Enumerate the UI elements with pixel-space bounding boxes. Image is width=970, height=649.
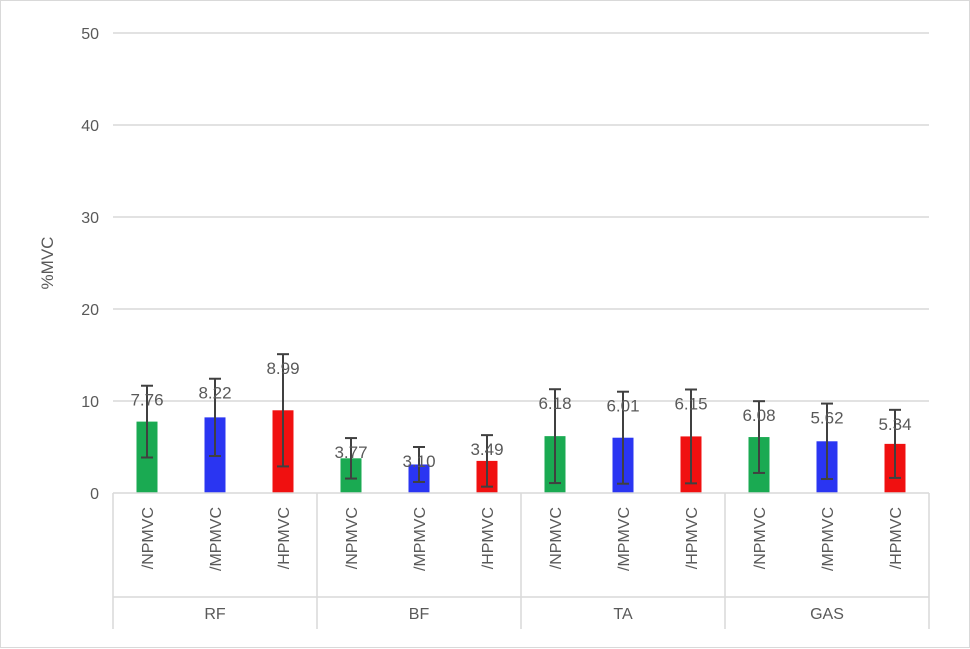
data-label-TA-NPMVC: 6.18 [538, 394, 571, 413]
category-label-GAS-NPMVC: /NPMVC [752, 507, 769, 569]
error-bar-RF-NPMVC [141, 384, 153, 459]
category-label-BF-NPMVC: /NPMVC [344, 507, 361, 569]
error-bar-GAS-NPMVC [753, 400, 765, 474]
data-label-TA-MPMVC: 6.01 [606, 397, 639, 416]
data-label-RF-NPMVC: 7.76 [130, 391, 163, 410]
category-label-GAS-HPMVC: /HPMVC [888, 507, 905, 569]
x-axis: /NPMVC/MPMVC/HPMVC RF/NPMVC/MPMVC/HPMVC BF… [112, 492, 930, 629]
y-tick-label-20: 20 [81, 302, 99, 319]
y-tick-label-10: 10 [81, 394, 99, 411]
data-labels: 7.76 8.22 8.99 3.77 3.10 3.49 6.18 6.01 6.15 6.08… [130, 359, 911, 471]
data-label-GAS-NPMVC: 6.08 [742, 406, 775, 425]
error-bar-BF-MPMVC [413, 446, 425, 483]
data-label-BF-NPMVC: 3.77 [334, 443, 367, 462]
data-label-TA-HPMVC: 6.15 [674, 395, 707, 414]
category-label-TA-HPMVC: /HPMVC [684, 507, 701, 569]
category-label-RF-HPMVC: /HPMVC [276, 507, 293, 569]
data-label-GAS-MPMVC: 5.62 [810, 409, 843, 428]
category-label-RF-NPMVC: /NPMVC [140, 507, 157, 569]
bars [136, 410, 906, 493]
data-label-BF-MPMVC: 3.10 [402, 452, 435, 471]
category-label-RF-MPMVC: /MPMVC [208, 507, 225, 571]
error-bar-GAS-HPMVC [889, 408, 901, 479]
group-label-GAS: GAS [810, 606, 844, 623]
error-bar-GAS-MPMVC [821, 402, 833, 481]
data-label-RF-HPMVC: 8.99 [266, 359, 299, 378]
y-axis-label: %MVC [38, 237, 57, 290]
error-bar-RF-MPMVC [209, 377, 221, 458]
error-bars [141, 353, 901, 488]
y-tick-label-40: 40 [81, 118, 99, 135]
group-label-RF: RF [204, 606, 226, 623]
y-tick-label-50: 50 [81, 26, 99, 43]
data-label-RF-MPMVC: 8.22 [198, 384, 231, 403]
error-bar-TA-MPMVC [617, 390, 629, 485]
category-label-BF-MPMVC: /MPMVC [412, 507, 429, 571]
category-label-BF-HPMVC: /HPMVC [480, 507, 497, 569]
y-tick-label-0: 0 [90, 486, 99, 503]
y-tick-label-30: 30 [81, 210, 99, 227]
group-label-TA: TA [613, 606, 633, 623]
error-bar-RF-HPMVC [277, 353, 289, 468]
error-bar-BF-NPMVC [345, 437, 357, 480]
error-bar-BF-HPMVC [481, 434, 493, 488]
data-label-BF-HPMVC: 3.49 [470, 440, 503, 459]
category-label-TA-NPMVC: /NPMVC [548, 507, 565, 569]
error-bar-TA-NPMVC [549, 388, 561, 485]
data-label-GAS-HPMVC: 5.34 [878, 415, 911, 434]
category-label-GAS-MPMVC: /MPMVC [820, 507, 837, 571]
category-label-TA-MPMVC: /MPMVC [616, 507, 633, 571]
gridlines: 0 10 20 30 40 50 [81, 26, 929, 503]
error-bar-TA-HPMVC [685, 388, 697, 485]
group-label-BF: BF [409, 606, 430, 623]
